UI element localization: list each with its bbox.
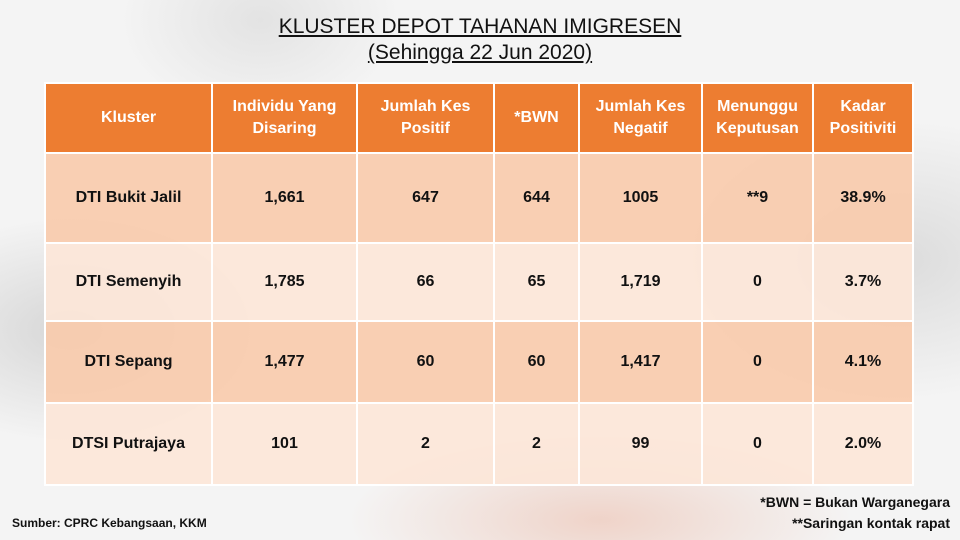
cell-positif: 60 <box>356 320 495 404</box>
cell-kadar: 4.1% <box>812 320 914 404</box>
header-kadar-positiviti: Kadar Positiviti <box>812 82 914 154</box>
cell-kluster: DTI Semenyih <box>44 242 213 322</box>
cell-bwn: 65 <box>493 242 580 322</box>
cell-kluster: DTI Bukit Jalil <box>44 152 213 244</box>
cell-individu: 1,785 <box>211 242 358 322</box>
cell-menunggu: 0 <box>701 242 814 322</box>
cell-kluster: DTI Sepang <box>44 320 213 404</box>
cell-kadar: 38.9% <box>812 152 914 244</box>
footnote-saringan: **Saringan kontak rapat <box>792 515 950 531</box>
title-main: KLUSTER DEPOT TAHANAN IMIGRESEN <box>278 15 682 38</box>
cell-negatif: 1005 <box>578 152 703 244</box>
header-kes-positif: Jumlah Kes Positif <box>356 82 495 154</box>
cell-positif: 2 <box>356 402 495 486</box>
cell-kadar: 2.0% <box>812 402 914 486</box>
table-row: DTI Sepang 1,477 60 60 1,417 0 4.1% <box>44 320 914 404</box>
cluster-table: Kluster Individu Yang Disaring Jumlah Ke… <box>44 82 914 486</box>
header-individu-disaring: Individu Yang Disaring <box>211 82 358 154</box>
cell-bwn: 644 <box>493 152 580 244</box>
table-header-row: Kluster Individu Yang Disaring Jumlah Ke… <box>44 82 914 154</box>
header-kluster: Kluster <box>44 82 213 154</box>
cell-positif: 647 <box>356 152 495 244</box>
page-title: KLUSTER DEPOT TAHANAN IMIGRESEN (Sehingg… <box>0 14 960 66</box>
cell-menunggu: **9 <box>701 152 814 244</box>
cell-menunggu: 0 <box>701 402 814 486</box>
cell-individu: 101 <box>211 402 358 486</box>
cell-kluster: DTSI Putrajaya <box>44 402 213 486</box>
header-menunggu-keputusan: Menunggu Keputusan <box>701 82 814 154</box>
footnote-bwn: *BWN = Bukan Warganegara <box>760 494 950 510</box>
cell-individu: 1,661 <box>211 152 358 244</box>
source-note: Sumber: CPRC Kebangsaan, KKM <box>12 516 207 530</box>
cell-kadar: 3.7% <box>812 242 914 322</box>
cell-negatif: 1,417 <box>578 320 703 404</box>
header-bwn: *BWN <box>493 82 580 154</box>
table-row: DTSI Putrajaya 101 2 2 99 0 2.0% <box>44 402 914 486</box>
cell-menunggu: 0 <box>701 320 814 404</box>
cell-negatif: 99 <box>578 402 703 486</box>
cell-negatif: 1,719 <box>578 242 703 322</box>
cell-bwn: 2 <box>493 402 580 486</box>
table-row: DTI Bukit Jalil 1,661 647 644 1005 **9 3… <box>44 152 914 244</box>
title-date: (Sehingga 22 Jun 2020) <box>367 41 593 64</box>
cell-positif: 66 <box>356 242 495 322</box>
table-row: DTI Semenyih 1,785 66 65 1,719 0 3.7% <box>44 242 914 322</box>
cell-individu: 1,477 <box>211 320 358 404</box>
cell-bwn: 60 <box>493 320 580 404</box>
header-kes-negatif: Jumlah Kes Negatif <box>578 82 703 154</box>
